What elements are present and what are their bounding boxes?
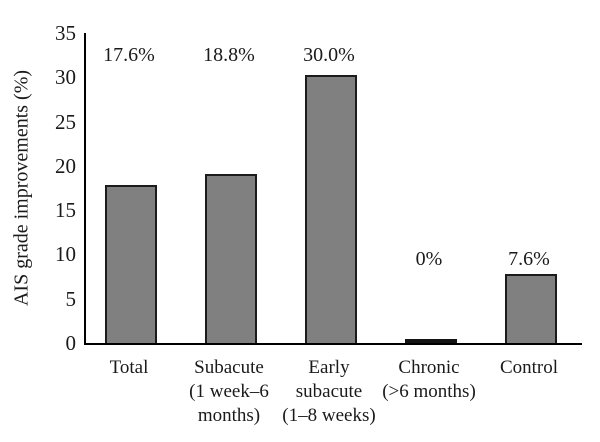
bar-5: [505, 274, 557, 343]
value-label: 17.6%: [103, 44, 155, 66]
category-label-line: months): [197, 405, 261, 426]
category-label: Chronic (>6 months): [354, 356, 504, 404]
category-label-line: Early: [308, 357, 350, 378]
y-tick-label: 15: [55, 198, 76, 223]
value-label: 0%: [415, 248, 443, 270]
y-axis-title: AIS grade improvements (%): [10, 69, 33, 307]
bar-4: [405, 339, 457, 343]
bar-1: [105, 185, 157, 343]
value-label: 30.0%: [303, 44, 355, 66]
y-tick-label: 5: [65, 286, 77, 311]
category-label-line: (>6 months): [382, 381, 476, 402]
value-label: 7.6%: [508, 248, 550, 270]
category-label-line: subacute: [295, 381, 363, 402]
bar-3: [305, 75, 357, 343]
category-label-line: Control: [499, 357, 559, 378]
category-label-line: Total: [109, 357, 149, 378]
y-tick-label: 10: [55, 242, 76, 267]
category-label: Subacute (1 week–6 months): [154, 356, 304, 428]
value-label: 18.8%: [203, 44, 255, 66]
y-tick-label: 25: [55, 109, 76, 134]
y-tick-label: 0: [65, 331, 77, 355]
plot-area: 0 5 10 15 20 25 30 35: [55, 22, 582, 354]
y-tick-label: 20: [55, 153, 76, 178]
category-label-line: (1 week–6: [189, 381, 269, 402]
bar-2: [205, 174, 257, 343]
category-label: Total: [54, 356, 204, 380]
category-label-line: (1–8 weeks): [282, 405, 376, 426]
category-label: Control: [454, 356, 600, 380]
y-tick-label: 30: [55, 65, 76, 90]
category-label-line: Chronic: [398, 357, 460, 378]
y-tick-label: 35: [55, 21, 76, 45]
category-label: Early subacute (1–8 weeks): [254, 356, 404, 428]
category-label-line: Subacute: [194, 357, 264, 378]
